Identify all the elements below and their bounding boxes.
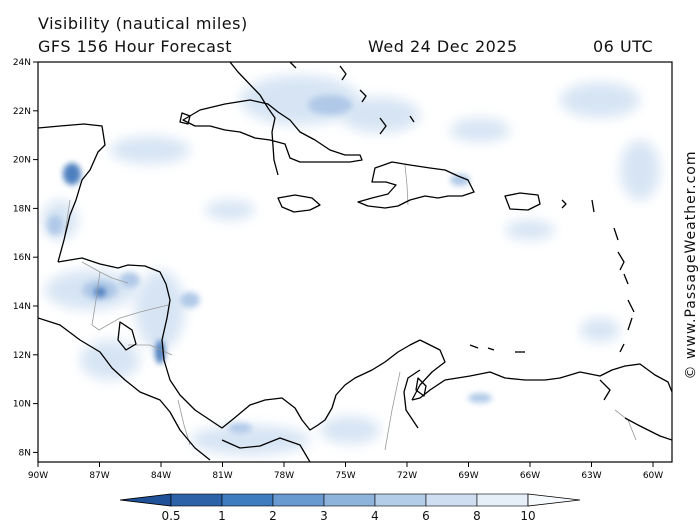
colorbar-label: 10 [520, 509, 536, 523]
forecast-time: 06 UTC [593, 37, 654, 56]
colorbar-segment [425, 493, 478, 507]
visibility-field [42, 75, 660, 455]
lat-tick-label: 18N [13, 204, 31, 214]
lat-tick-label: 10N [13, 400, 31, 410]
colorbar-segment [221, 493, 274, 507]
lon-tick-label: 63W [581, 471, 601, 481]
lon-tick-label: 72W [397, 471, 417, 481]
colorbar-label: 2 [269, 509, 277, 523]
lon-tick-label: 75W [335, 471, 355, 481]
colorbar-label: 0.5 [161, 509, 181, 523]
lat-tick-label: 22N [13, 107, 31, 117]
lon-tick-label: 81W [212, 471, 232, 481]
colorbar-label: 3 [320, 509, 328, 523]
visibility-colorbar [119, 493, 581, 507]
colorbar-segment [170, 493, 223, 507]
lon-tick-label: 69W [458, 471, 478, 481]
colorbar-max-arrow [527, 493, 581, 507]
lat-tick-label: 8N [19, 448, 31, 458]
colorbar-segment [272, 493, 325, 507]
lat-tick-label: 24N [13, 58, 31, 68]
map-title: Visibility (nautical miles) [38, 14, 248, 33]
colorbar-label: 8 [473, 509, 481, 523]
lat-tick-label: 20N [13, 156, 31, 166]
colorbar-label: 4 [371, 509, 379, 523]
colorbar-label: 1 [218, 509, 226, 523]
map-frame [37, 61, 673, 463]
lon-tick-label: 84W [151, 471, 171, 481]
lat-tick-label: 12N [13, 351, 31, 361]
colorbar-min-arrow [119, 493, 172, 507]
forecast-date: Wed 24 Dec 2025 [368, 37, 518, 56]
longitude-axis: 90W 87W 84W 81W 78W 75W 72W 69W 66W 63W 60W [28, 462, 663, 481]
colorbar-label: 6 [422, 509, 430, 523]
lon-tick-label: 78W [274, 471, 294, 481]
lat-tick-label: 14N [13, 302, 31, 312]
forecast-label: GFS 156 Hour Forecast [38, 37, 233, 56]
colorbar-segment [374, 493, 427, 507]
coastlines [38, 62, 672, 462]
colorbar-segment [323, 493, 376, 507]
lon-tick-label: 60W [643, 471, 663, 481]
latitude-axis: 24N 22N 20N 18N 16N 14N 12N 10N 8N [13, 58, 38, 458]
colorbar-segment [476, 493, 529, 507]
lon-tick-label: 87W [89, 471, 109, 481]
credit-watermark: © www.PassageWeather.com [683, 150, 699, 380]
lon-tick-label: 66W [520, 471, 540, 481]
lat-tick-label: 16N [13, 253, 31, 263]
lon-tick-label: 90W [28, 471, 48, 481]
